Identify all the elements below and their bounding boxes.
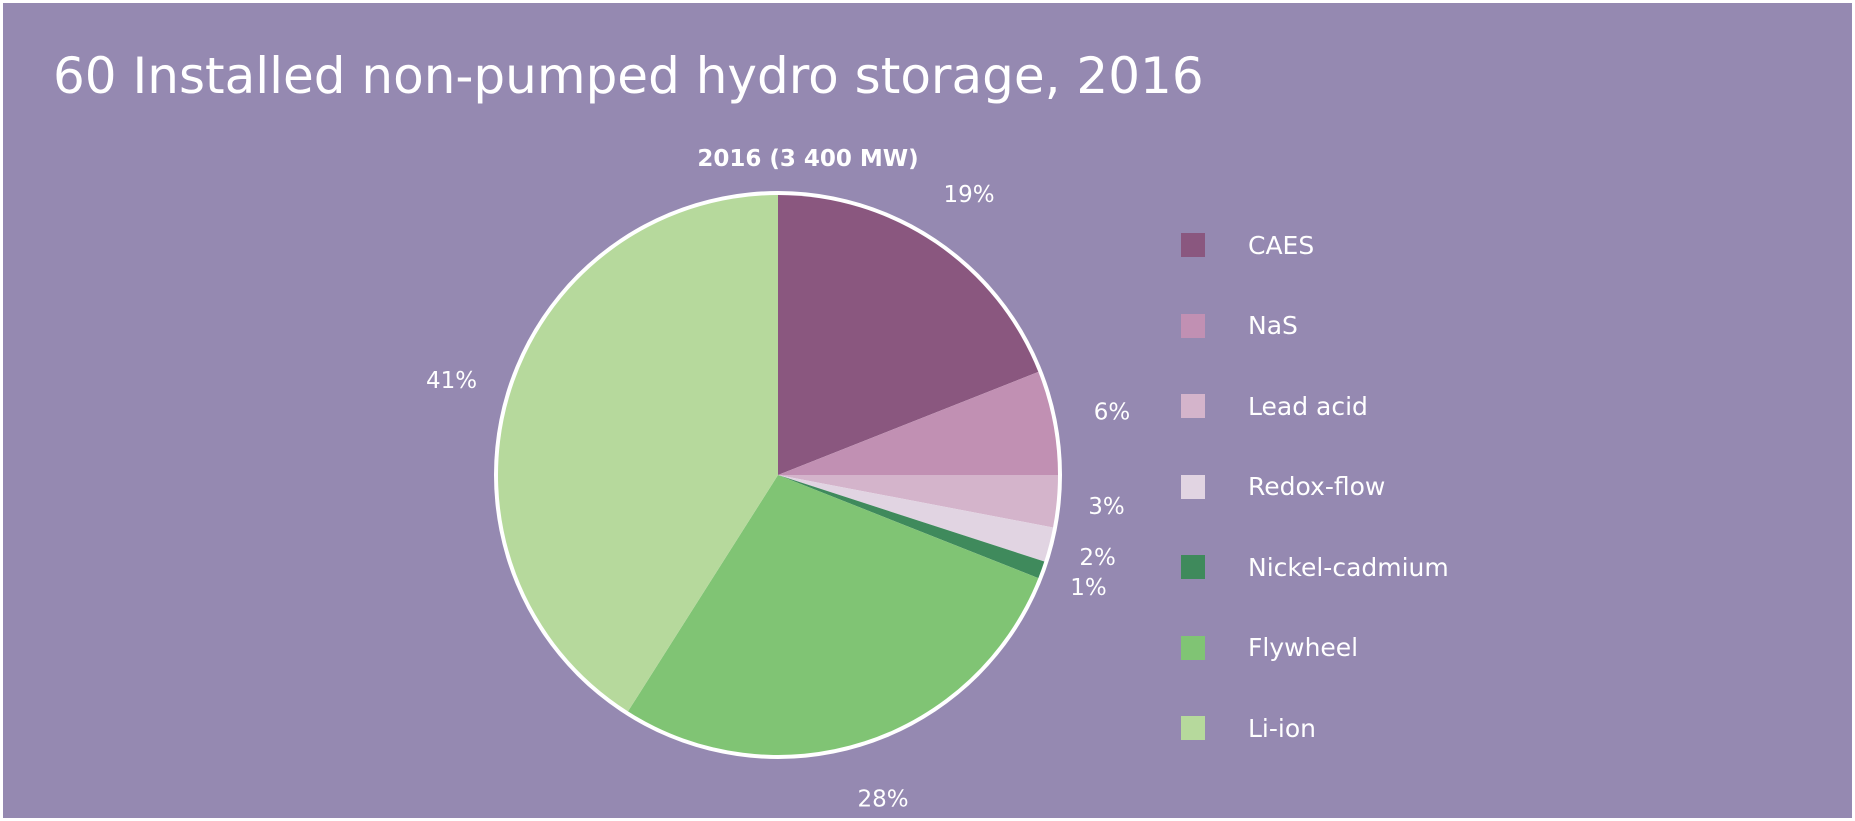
chart-title: 60 Installed non-pumped hydro storage, 2… bbox=[53, 47, 1204, 105]
legend-item-caes: CAES bbox=[1181, 228, 1521, 262]
legend-item-li-ion: Li-ion bbox=[1181, 711, 1521, 745]
slice-label-nas: 6% bbox=[1094, 399, 1131, 425]
legend-label: CAES bbox=[1248, 230, 1315, 260]
pie-slice-flywheel bbox=[627, 475, 1039, 755]
legend-item-nas: NaS bbox=[1181, 309, 1521, 343]
legend-swatch bbox=[1181, 394, 1205, 418]
slice-label-redox-flow: 2% bbox=[1079, 545, 1116, 571]
slice-label-li-ion: 41% bbox=[426, 368, 477, 394]
legend-item-redox-flow: Redox-flow bbox=[1181, 470, 1521, 504]
legend-swatch bbox=[1181, 635, 1205, 660]
legend-label: Li-ion bbox=[1248, 713, 1316, 743]
pie-slice-nas bbox=[778, 371, 1058, 475]
pie-slice-lead-acid bbox=[778, 475, 1058, 528]
slice-label-lead-acid: 3% bbox=[1088, 494, 1125, 520]
legend-swatch bbox=[1181, 716, 1205, 740]
slice-label-nickel-cadmium: 1% bbox=[1070, 575, 1107, 601]
pie-slice-caes bbox=[778, 195, 1039, 475]
pie-subtitle: 2016 (3 400 MW) bbox=[697, 146, 919, 172]
legend-swatch bbox=[1181, 474, 1205, 499]
legend-swatch bbox=[1181, 555, 1205, 579]
legend-item-flywheel: Flywheel bbox=[1181, 631, 1521, 665]
legend-item-lead-acid: Lead acid bbox=[1181, 389, 1521, 423]
legend-label: Nickel-cadmium bbox=[1248, 552, 1449, 582]
legend-item-nickel-cadmium: Nickel-cadmium bbox=[1181, 550, 1521, 584]
legend-label: Flywheel bbox=[1248, 633, 1359, 662]
legend-label: Lead acid bbox=[1248, 391, 1368, 421]
slice-label-caes: 19% bbox=[944, 182, 995, 208]
legend-label: Redox-flow bbox=[1248, 472, 1386, 501]
pie-slice-nickel-cadmium bbox=[778, 475, 1045, 579]
pie-slice-li-ion bbox=[498, 195, 778, 712]
legend-swatch bbox=[1181, 233, 1205, 257]
pie-slice-redox-flow bbox=[778, 475, 1054, 562]
legend-label: NaS bbox=[1248, 311, 1298, 340]
slice-label-flywheel: 28% bbox=[858, 786, 909, 812]
legend-swatch bbox=[1181, 313, 1205, 338]
